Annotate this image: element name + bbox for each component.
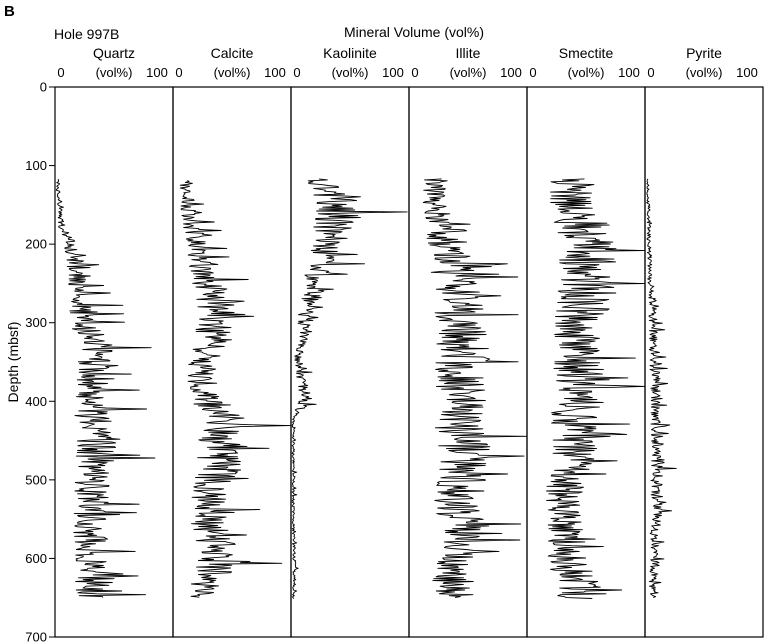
y-tick-label: 700	[25, 630, 47, 644]
panel-title-quartz: Quartz	[93, 45, 135, 61]
x-tick-label: 100	[146, 65, 168, 80]
x-tick-label: 0	[647, 65, 654, 80]
panel-title-smectite: Smectite	[559, 45, 614, 61]
x-tick-label: 0	[175, 65, 182, 80]
panel-title-calcite: Calcite	[211, 45, 254, 61]
y-tick-label: 200	[25, 237, 47, 252]
x-tick-label: 0	[411, 65, 418, 80]
series-line-quartz	[55, 178, 156, 598]
panel-title-illite: Illite	[456, 45, 481, 61]
y-tick-label: 600	[25, 551, 47, 566]
x-unit-label: (vol%)	[686, 65, 723, 80]
x-tick-label: 100	[382, 65, 404, 80]
x-tick-label: 100	[500, 65, 522, 80]
panel-frame-smectite	[526, 86, 646, 638]
x-tick-label: 0	[57, 65, 64, 80]
x-unit-label: (vol%)	[96, 65, 133, 80]
x-unit-label: (vol%)	[214, 65, 251, 80]
panel-title-pyrite: Pyrite	[686, 45, 722, 61]
mineral-panels: 0 100 200 300 400 500 600 700 Quartz (vol%) 0 100 Ca…	[25, 45, 764, 644]
x-unit-label: (vol%)	[450, 65, 487, 80]
panel-frame-quartz	[54, 86, 174, 638]
chart-supertitle: Mineral Volume (vol%)	[344, 24, 484, 40]
x-tick-label: 100	[618, 65, 640, 80]
y-tick-label: 400	[25, 394, 47, 409]
y-tick-label: 0	[40, 80, 47, 95]
hole-label: Hole 997B	[54, 26, 119, 42]
series-line-smectite	[546, 178, 646, 599]
y-tick-label: 300	[25, 315, 47, 330]
x-tick-label: 100	[736, 65, 758, 80]
y-tick-label: 500	[25, 472, 47, 487]
series-line-illite	[422, 178, 528, 599]
x-tick-label: 100	[264, 65, 286, 80]
series-line-pyrite	[646, 178, 677, 599]
series-line-calcite	[179, 180, 292, 598]
panel-letter: B	[4, 3, 15, 20]
panel-frame-pyrite	[644, 86, 764, 638]
x-unit-label: (vol%)	[332, 65, 369, 80]
x-unit-label: (vol%)	[568, 65, 605, 80]
y-axis-label: Depth (mbsf)	[5, 322, 21, 403]
panel-frame-kaolinite	[290, 86, 410, 638]
panel-title-kaolinite: Kaolinite	[323, 45, 377, 61]
x-tick-label: 0	[529, 65, 536, 80]
y-tick-label: 100	[25, 158, 47, 173]
x-tick-label: 0	[293, 65, 300, 80]
series-line-kaolinite	[291, 178, 408, 599]
